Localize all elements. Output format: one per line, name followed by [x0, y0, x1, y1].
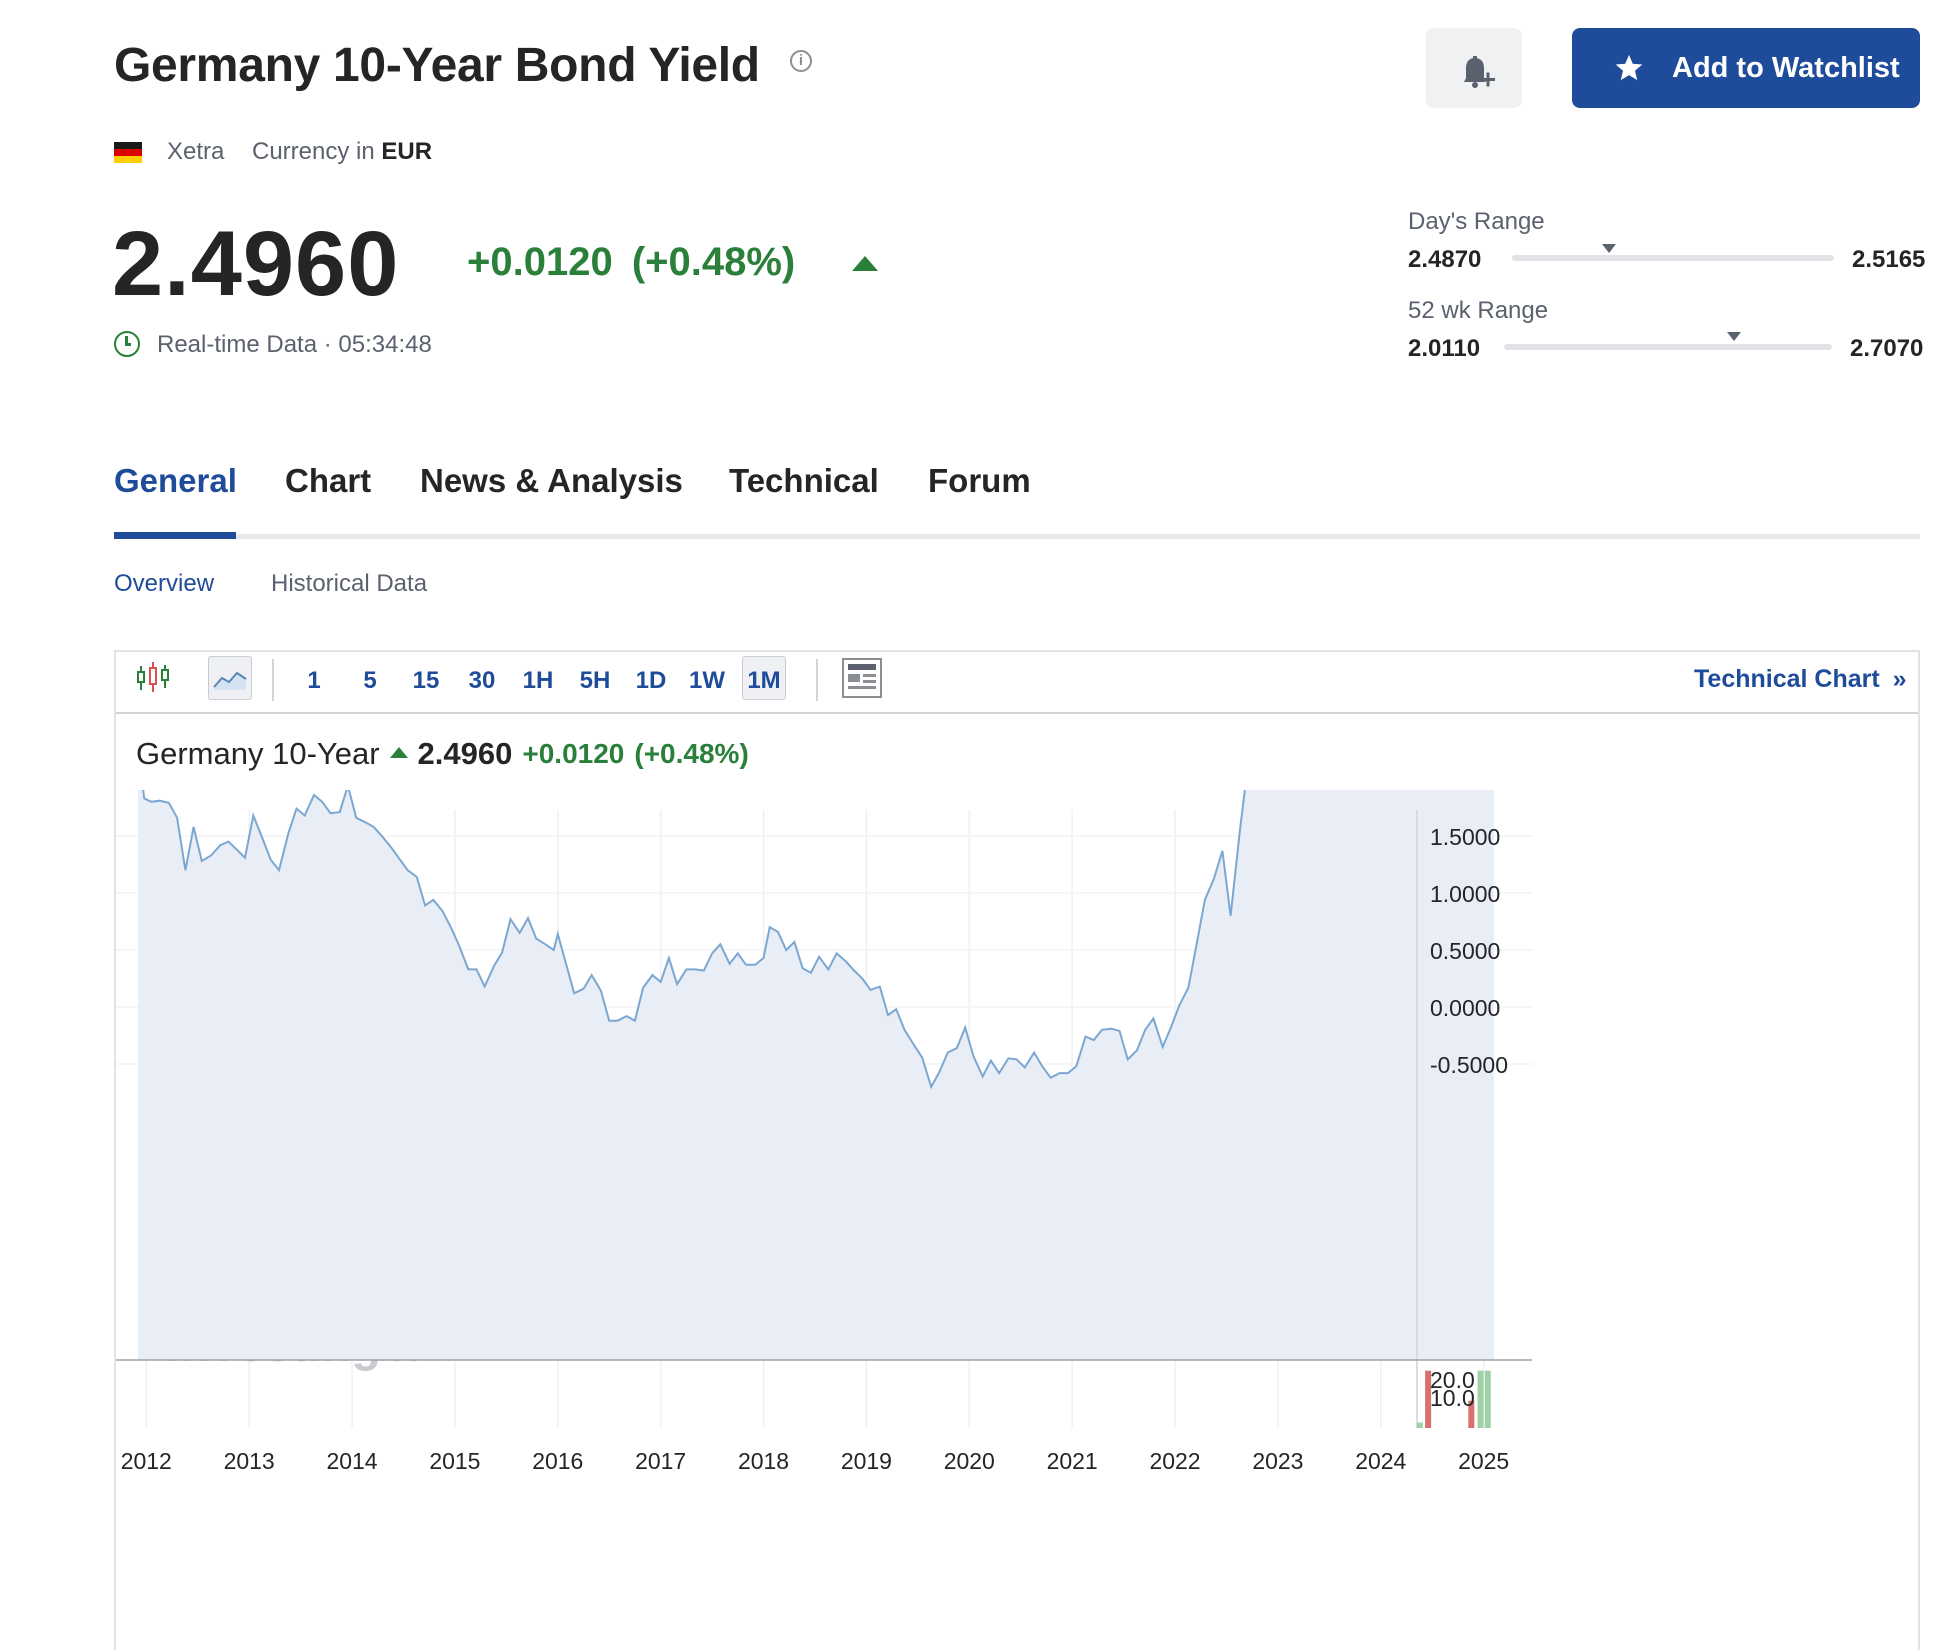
legend-change-percent: (+0.48%): [634, 738, 749, 769]
subtab-historical-data[interactable]: Historical Data: [271, 570, 428, 597]
yield-series-line: [142, 790, 1246, 1090]
y-axis: 3.00002.00001.50001.00000.50000.0000-0.5…: [116, 790, 1532, 1428]
currency-info: Currency in EUR: [252, 138, 432, 166]
active-tab-indicator: [114, 532, 236, 539]
technical-chart-label: Technical Chart: [1694, 665, 1880, 693]
x-axis: 2012 2013 2014 2015 2016 2017 2018 2019 2020 2021…: [121, 1448, 1510, 1474]
week52-range-high: 2.7070: [1850, 335, 1924, 362]
x-tick-label: 2014: [326, 1448, 377, 1474]
x-tick-label: 2012: [121, 1448, 172, 1474]
days-range-marker: [1601, 244, 1616, 253]
week52-range-bar: [1504, 344, 1832, 350]
candlestick-icon[interactable]: [132, 656, 176, 700]
volume-bar: [1468, 1400, 1475, 1428]
active-timeframe-highlight: [742, 656, 786, 700]
chart-legend: Germany 10-Year 2.4960 +0.0120 (+0.48%): [136, 736, 749, 772]
days-range-bar: [1512, 255, 1834, 261]
page-title: Germany 10-Year Bond Yield: [114, 39, 760, 92]
volume-tick-label: 20.0: [1430, 1367, 1475, 1393]
days-range-high: 2.5165: [1852, 246, 1926, 273]
y-tick-label: 1.5000: [1430, 824, 1500, 850]
tab-forum[interactable]: Forum: [928, 462, 1031, 499]
x-tick-label: 2022: [1149, 1448, 1200, 1474]
realtime-label: Real-time Data · 05:34:48: [157, 331, 432, 358]
x-tick-label: 2017: [635, 1448, 686, 1474]
legend-up-arrow-icon: [389, 746, 408, 758]
volume-bar: [1477, 1370, 1484, 1428]
timeframe-1d[interactable]: 1D: [635, 667, 667, 694]
y-tick-label: -0.5000: [1430, 1052, 1508, 1078]
days-range-label: Day's Range: [1408, 208, 1545, 235]
change-percent: (+0.48%): [631, 240, 796, 284]
currency-code: EUR: [381, 138, 433, 165]
info-icon[interactable]: i: [790, 50, 812, 72]
change-value: +0.0120: [467, 240, 613, 284]
x-tick-label: 2015: [429, 1448, 480, 1474]
timeframe-1[interactable]: 1: [307, 667, 321, 694]
x-tick-label: 2018: [738, 1448, 789, 1474]
x-tick-label: 2020: [944, 1448, 995, 1474]
volume-bar: [1425, 1370, 1432, 1428]
x-tick-label: 2025: [1458, 1448, 1509, 1474]
clock-icon: [114, 331, 140, 357]
toolbar-separator: [816, 659, 818, 701]
timeframe-1m[interactable]: 1M: [747, 667, 781, 694]
x-tick-label: 2016: [532, 1448, 583, 1474]
x-tick-label: 2023: [1252, 1448, 1303, 1474]
area-chart-button[interactable]: [208, 656, 252, 700]
y-tick-label: 0.5000: [1430, 938, 1500, 964]
up-arrow-icon: [852, 256, 878, 271]
exchange-name: Xetra: [167, 138, 225, 165]
x-tick-label: 2019: [841, 1448, 892, 1474]
chart-panel: [114, 650, 1920, 1650]
tab-technical[interactable]: Technical: [729, 462, 879, 499]
timeframe-5h[interactable]: 5H: [579, 667, 611, 694]
timeframe-1h[interactable]: 1H: [522, 667, 554, 694]
timeframe-15[interactable]: 15: [412, 667, 440, 694]
technical-chart-link[interactable]: Technical Chart »: [1694, 665, 1907, 694]
x-tick-label: 2013: [224, 1448, 275, 1474]
price-chart[interactable]: Investing .com 2.4960 3.00002.00001.5000…: [116, 790, 1906, 1530]
bell-plus-icon: [1464, 56, 1495, 88]
legend-name: Germany 10-Year: [136, 736, 380, 771]
days-range-low: 2.4870: [1408, 246, 1482, 273]
double-chevron-right-icon: »: [1892, 665, 1907, 693]
week52-range-low: 2.0110: [1408, 335, 1481, 362]
volume-pane: 20.010.0: [1416, 1367, 1491, 1428]
tab-chart[interactable]: Chart: [285, 462, 372, 499]
y-tick-label: 1.0000: [1430, 881, 1500, 907]
volume-tick-label: 10.0: [1430, 1385, 1475, 1411]
area-chart-icon: [213, 671, 247, 690]
legend-change: +0.0120: [522, 738, 625, 769]
subtab-overview[interactable]: Overview: [114, 570, 215, 597]
currency-prefix: Currency in: [252, 138, 375, 165]
tab-divider: [114, 534, 1920, 539]
volume-bar: [1484, 1370, 1491, 1428]
x-tick-label: 2024: [1355, 1448, 1406, 1474]
x-tick-label: 2021: [1047, 1448, 1098, 1474]
price-change: +0.0120 (+0.48%): [467, 240, 795, 285]
toolbar-bottom-border: [116, 712, 1918, 714]
y-tick-label: 0.0000: [1430, 995, 1500, 1021]
timeframe-5[interactable]: 5: [363, 667, 377, 694]
add-to-watchlist-button[interactable]: Add to Watchlist: [1572, 28, 1920, 108]
timeframe-1w[interactable]: 1W: [689, 667, 725, 694]
tab-news-analysis[interactable]: News & Analysis: [420, 462, 683, 499]
last-price: 2.4960: [112, 213, 400, 315]
chart-layout-icon[interactable]: [840, 656, 884, 700]
volume-bar: [1416, 1422, 1423, 1428]
timeframe-30[interactable]: 30: [468, 667, 496, 694]
y-tick-label: 2.0000: [1430, 790, 1500, 793]
week52-range-marker: [1726, 332, 1741, 341]
create-alert-button[interactable]: [1426, 28, 1522, 108]
germany-flag: [114, 142, 142, 163]
star-icon: [1615, 54, 1643, 81]
week52-range-label: 52 wk Range: [1408, 297, 1549, 324]
toolbar-separator: [272, 659, 274, 701]
legend-price: 2.4960: [417, 736, 513, 771]
yield-area-fill: [138, 790, 1494, 1360]
tab-general[interactable]: General: [114, 462, 237, 499]
watchlist-label: Add to Watchlist: [1672, 51, 1900, 84]
